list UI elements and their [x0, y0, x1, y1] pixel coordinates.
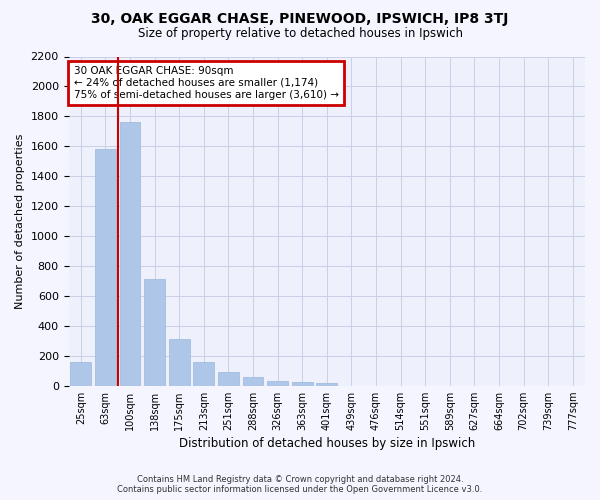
Text: Size of property relative to detached houses in Ipswich: Size of property relative to detached ho…: [137, 28, 463, 40]
Bar: [95, 150, 116, 386]
X-axis label: Distribution of detached houses by size in Ipswich: Distribution of detached houses by size …: [179, 437, 475, 450]
Text: 30 OAK EGGAR CHASE: 90sqm
← 24% of detached houses are smaller (1,174)
75% of se: 30 OAK EGGAR CHASE: 90sqm ← 24% of detac…: [74, 66, 338, 100]
Text: 30, OAK EGGAR CHASE, PINEWOOD, IPSWICH, IP8 3TJ: 30, OAK EGGAR CHASE, PINEWOOD, IPSWICH, …: [91, 12, 509, 26]
Bar: [169, 338, 190, 386]
Y-axis label: Number of detached properties: Number of detached properties: [15, 134, 25, 309]
Bar: [218, 372, 239, 386]
Bar: [119, 122, 140, 386]
Bar: [70, 362, 91, 386]
Bar: [193, 362, 214, 386]
Bar: [316, 382, 337, 386]
Bar: [144, 280, 165, 386]
Bar: [292, 382, 313, 386]
Text: Contains HM Land Registry data © Crown copyright and database right 2024.
Contai: Contains HM Land Registry data © Crown c…: [118, 474, 482, 494]
Bar: [242, 378, 263, 386]
Bar: [267, 381, 288, 386]
